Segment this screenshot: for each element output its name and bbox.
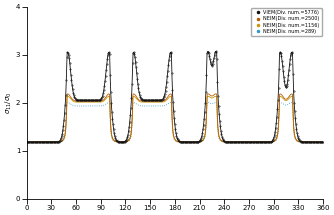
NEIM(Div. num.=2500) xyxy=(88,100,92,103)
NEIM(Div. num.=289) xyxy=(209,102,213,105)
NEIM(Div. num.=1156) xyxy=(209,97,213,99)
VIEM(Div. num.=5776) xyxy=(24,141,28,143)
NEIM(Div. num.=1156) xyxy=(321,141,325,143)
Legend: VIEM(Div. num.=5776), NEIM(Div. num.=2500), NEIM(Div. num.=1156), NEIM(Div. num.: VIEM(Div. num.=5776), NEIM(Div. num.=250… xyxy=(251,8,322,36)
NEIM(Div. num.=2500) xyxy=(204,126,208,128)
NEIM(Div. num.=2500) xyxy=(206,93,210,95)
VIEM(Div. num.=5776) xyxy=(107,52,111,54)
NEIM(Div. num.=1156) xyxy=(24,141,28,143)
NEIM(Div. num.=289) xyxy=(293,138,297,140)
NEIM(Div. num.=1156) xyxy=(206,95,210,98)
NEIM(Div. num.=289) xyxy=(321,141,325,143)
Line: NEIM(Div. num.=1156): NEIM(Div. num.=1156) xyxy=(26,96,323,142)
NEIM(Div. num.=2500) xyxy=(293,135,297,138)
VIEM(Div. num.=5776) xyxy=(204,93,208,95)
NEIM(Div. num.=289) xyxy=(204,130,208,132)
NEIM(Div. num.=2500) xyxy=(24,141,28,143)
VIEM(Div. num.=5776) xyxy=(293,113,297,116)
NEIM(Div. num.=2500) xyxy=(321,141,325,143)
NEIM(Div. num.=289) xyxy=(107,101,111,104)
VIEM(Div. num.=5776) xyxy=(321,141,325,143)
NEIM(Div. num.=2500) xyxy=(107,93,111,95)
NEIM(Div. num.=2500) xyxy=(321,141,325,143)
NEIM(Div. num.=289) xyxy=(24,141,28,143)
NEIM(Div. num.=1156) xyxy=(321,141,325,143)
NEIM(Div. num.=289) xyxy=(88,105,92,107)
VIEM(Div. num.=5776) xyxy=(88,99,92,101)
NEIM(Div. num.=1156) xyxy=(107,95,111,98)
NEIM(Div. num.=1156) xyxy=(88,101,92,103)
Line: NEIM(Div. num.=2500): NEIM(Div. num.=2500) xyxy=(26,94,323,142)
VIEM(Div. num.=5776) xyxy=(206,50,210,53)
VIEM(Div. num.=5776) xyxy=(321,141,325,143)
NEIM(Div. num.=289) xyxy=(206,101,210,104)
NEIM(Div. num.=2500) xyxy=(209,95,213,97)
NEIM(Div. num.=1156) xyxy=(293,136,297,139)
VIEM(Div. num.=5776) xyxy=(209,63,213,66)
NEIM(Div. num.=289) xyxy=(321,141,325,143)
NEIM(Div. num.=1156) xyxy=(204,127,208,130)
Line: NEIM(Div. num.=289): NEIM(Div. num.=289) xyxy=(26,103,323,142)
Line: VIEM(Div. num.=5776): VIEM(Div. num.=5776) xyxy=(26,51,323,142)
Y-axis label: $\sigma_{11}/\sigma_0$: $\sigma_{11}/\sigma_0$ xyxy=(4,91,14,114)
